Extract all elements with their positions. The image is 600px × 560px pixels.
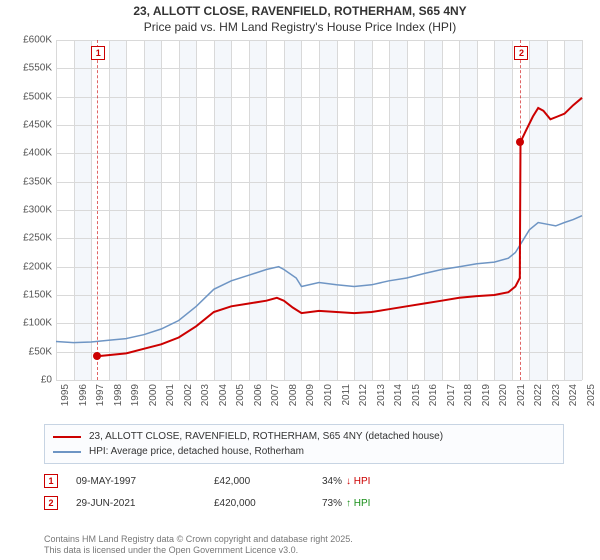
x-tick-label: 1995 (60, 384, 71, 414)
transaction-date: 29-JUN-2021 (76, 498, 196, 509)
x-tick-label: 2025 (586, 384, 597, 414)
x-tick-label: 2016 (428, 384, 439, 414)
y-tick-label: £400K (8, 148, 52, 159)
footer-line1: Contains HM Land Registry data © Crown c… (44, 534, 564, 545)
x-tick-label: 2008 (288, 384, 299, 414)
x-tick-label: 2015 (411, 384, 422, 414)
legend-label-hpi: HPI: Average price, detached house, Roth… (89, 446, 304, 457)
title-subtitle: Price paid vs. HM Land Registry's House … (0, 20, 600, 36)
x-tick-label: 1996 (78, 384, 89, 414)
title-address: 23, ALLOTT CLOSE, RAVENFIELD, ROTHERHAM,… (0, 4, 600, 20)
legend-swatch-hpi (53, 451, 81, 453)
x-tick-label: 2007 (270, 384, 281, 414)
legend-item-hpi: HPI: Average price, detached house, Roth… (53, 444, 555, 459)
y-tick-label: £550K (8, 63, 52, 74)
x-tick-label: 1997 (95, 384, 106, 414)
transaction-price: £420,000 (214, 498, 304, 509)
x-tick-label: 2009 (305, 384, 316, 414)
x-tick-label: 2013 (376, 384, 387, 414)
y-tick-label: £250K (8, 233, 52, 244)
series-hpi (56, 216, 582, 343)
transaction-marker: 1 (44, 474, 58, 488)
transaction-row: 2 29-JUN-2021 £420,000 73%↑ HPI (44, 492, 564, 514)
legend-swatch-price (53, 436, 81, 438)
footer-line2: This data is licensed under the Open Gov… (44, 545, 564, 556)
x-tick-label: 1999 (130, 384, 141, 414)
x-tick-label: 2005 (235, 384, 246, 414)
legend-item-price: 23, ALLOTT CLOSE, RAVENFIELD, ROTHERHAM,… (53, 429, 555, 444)
transaction-delta: 34%↓ HPI (322, 476, 402, 487)
transaction-delta: 73%↑ HPI (322, 498, 402, 509)
transaction-date: 09-MAY-1997 (76, 476, 196, 487)
y-tick-label: £450K (8, 120, 52, 131)
x-tick-label: 2024 (568, 384, 579, 414)
x-tick-label: 2003 (200, 384, 211, 414)
x-tick-label: 2000 (148, 384, 159, 414)
y-tick-label: £300K (8, 205, 52, 216)
x-tick-label: 2020 (498, 384, 509, 414)
y-tick-label: £50K (8, 346, 52, 357)
x-tick-label: 2018 (463, 384, 474, 414)
x-tick-label: 2019 (481, 384, 492, 414)
y-tick-label: £350K (8, 176, 52, 187)
transaction-price: £42,000 (214, 476, 304, 487)
marker-dot-1 (93, 352, 101, 360)
x-tick-label: 2006 (253, 384, 264, 414)
x-tick-label: 1998 (113, 384, 124, 414)
marker-1: 1 (91, 46, 105, 60)
y-tick-label: £500K (8, 91, 52, 102)
y-tick-label: £200K (8, 261, 52, 272)
x-tick-label: 2023 (551, 384, 562, 414)
y-tick-label: £150K (8, 290, 52, 301)
series-price (97, 98, 582, 356)
transactions-table: 1 09-MAY-1997 £42,000 34%↓ HPI 2 29-JUN-2021 £… (44, 470, 564, 514)
x-tick-label: 2021 (516, 384, 527, 414)
x-tick-label: 2022 (533, 384, 544, 414)
x-tick-label: 2004 (218, 384, 229, 414)
x-tick-label: 2001 (165, 384, 176, 414)
x-tick-label: 2012 (358, 384, 369, 414)
arrow-up-icon: ↑ HPI (346, 498, 370, 509)
marker-dot-2 (516, 138, 524, 146)
y-tick-label: £600K (8, 35, 52, 46)
transaction-row: 1 09-MAY-1997 £42,000 34%↓ HPI (44, 470, 564, 492)
marker-2: 2 (514, 46, 528, 60)
legend: 23, ALLOTT CLOSE, RAVENFIELD, ROTHERHAM,… (44, 424, 564, 464)
y-tick-label: £100K (8, 318, 52, 329)
x-tick-label: 2014 (393, 384, 404, 414)
price-chart: 1 2 £0 £50K £100K £150K £200K £250K £300K £350K £… (8, 36, 592, 416)
x-tick-label: 2010 (323, 384, 334, 414)
footer-attribution: Contains HM Land Registry data © Crown c… (44, 534, 564, 557)
x-tick-label: 2011 (341, 384, 352, 414)
x-tick-label: 2002 (183, 384, 194, 414)
legend-label-price: 23, ALLOTT CLOSE, RAVENFIELD, ROTHERHAM,… (89, 431, 443, 442)
y-tick-label: £0 (8, 375, 52, 386)
x-tick-label: 2017 (446, 384, 457, 414)
arrow-down-icon: ↓ HPI (346, 476, 370, 487)
transaction-marker: 2 (44, 496, 58, 510)
